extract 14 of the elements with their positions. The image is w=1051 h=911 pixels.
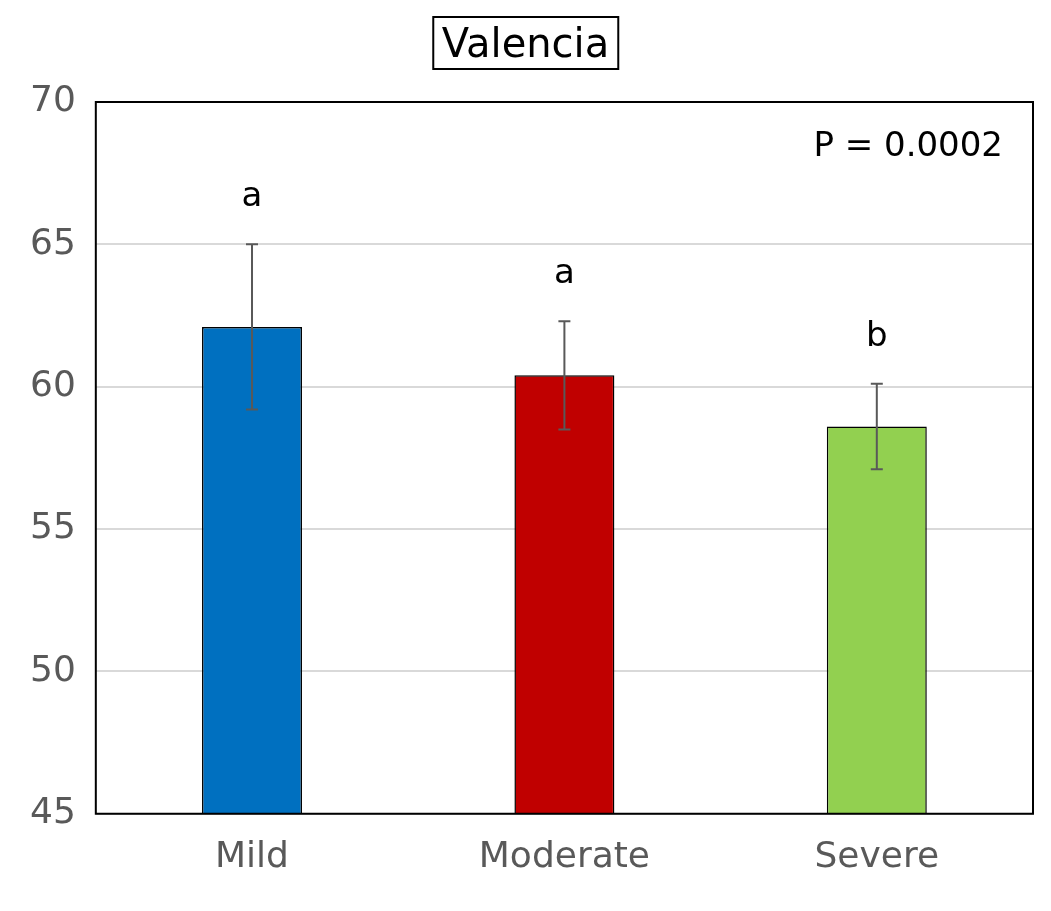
x-tick-label: Moderate <box>478 833 651 875</box>
annotation: b <box>866 313 888 354</box>
y-tick-label: 65 <box>30 220 76 262</box>
annotation: P = 0.0002 <box>813 123 1003 164</box>
y-tick-label: 60 <box>30 363 76 405</box>
annotation: a <box>553 251 575 292</box>
y-tick-label: 50 <box>30 647 76 689</box>
x-tick-label: Mild <box>215 833 289 875</box>
y-tick-label: 45 <box>30 790 76 832</box>
chart-title: Valencia <box>431 16 620 70</box>
y-tick-label: 55 <box>30 505 76 547</box>
x-tick-label: Severe <box>814 833 940 875</box>
y-tick-label: 70 <box>30 78 76 120</box>
annotation: a <box>241 174 263 215</box>
